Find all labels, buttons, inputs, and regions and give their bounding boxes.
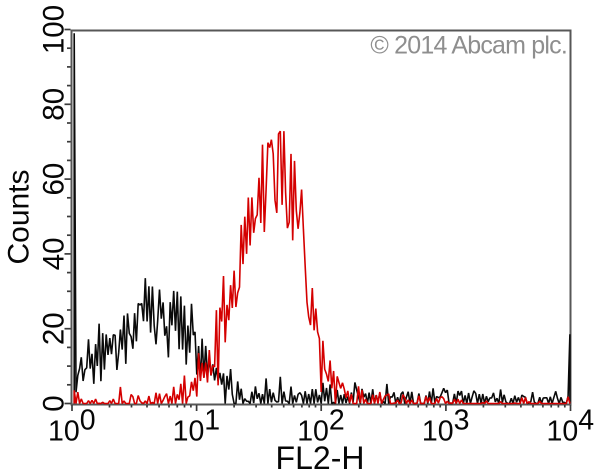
svg-text:20: 20 (38, 312, 71, 345)
svg-text:40: 40 (38, 237, 71, 270)
svg-text:© 2014 Abcam plc.: © 2014 Abcam plc. (370, 32, 567, 60)
svg-text:FL2-H: FL2-H (276, 440, 365, 472)
svg-text:Counts: Counts (3, 169, 36, 264)
svg-text:0: 0 (38, 395, 71, 411)
svg-text:80: 80 (38, 88, 71, 121)
svg-text:100: 100 (38, 5, 71, 54)
svg-text:60: 60 (38, 163, 71, 196)
